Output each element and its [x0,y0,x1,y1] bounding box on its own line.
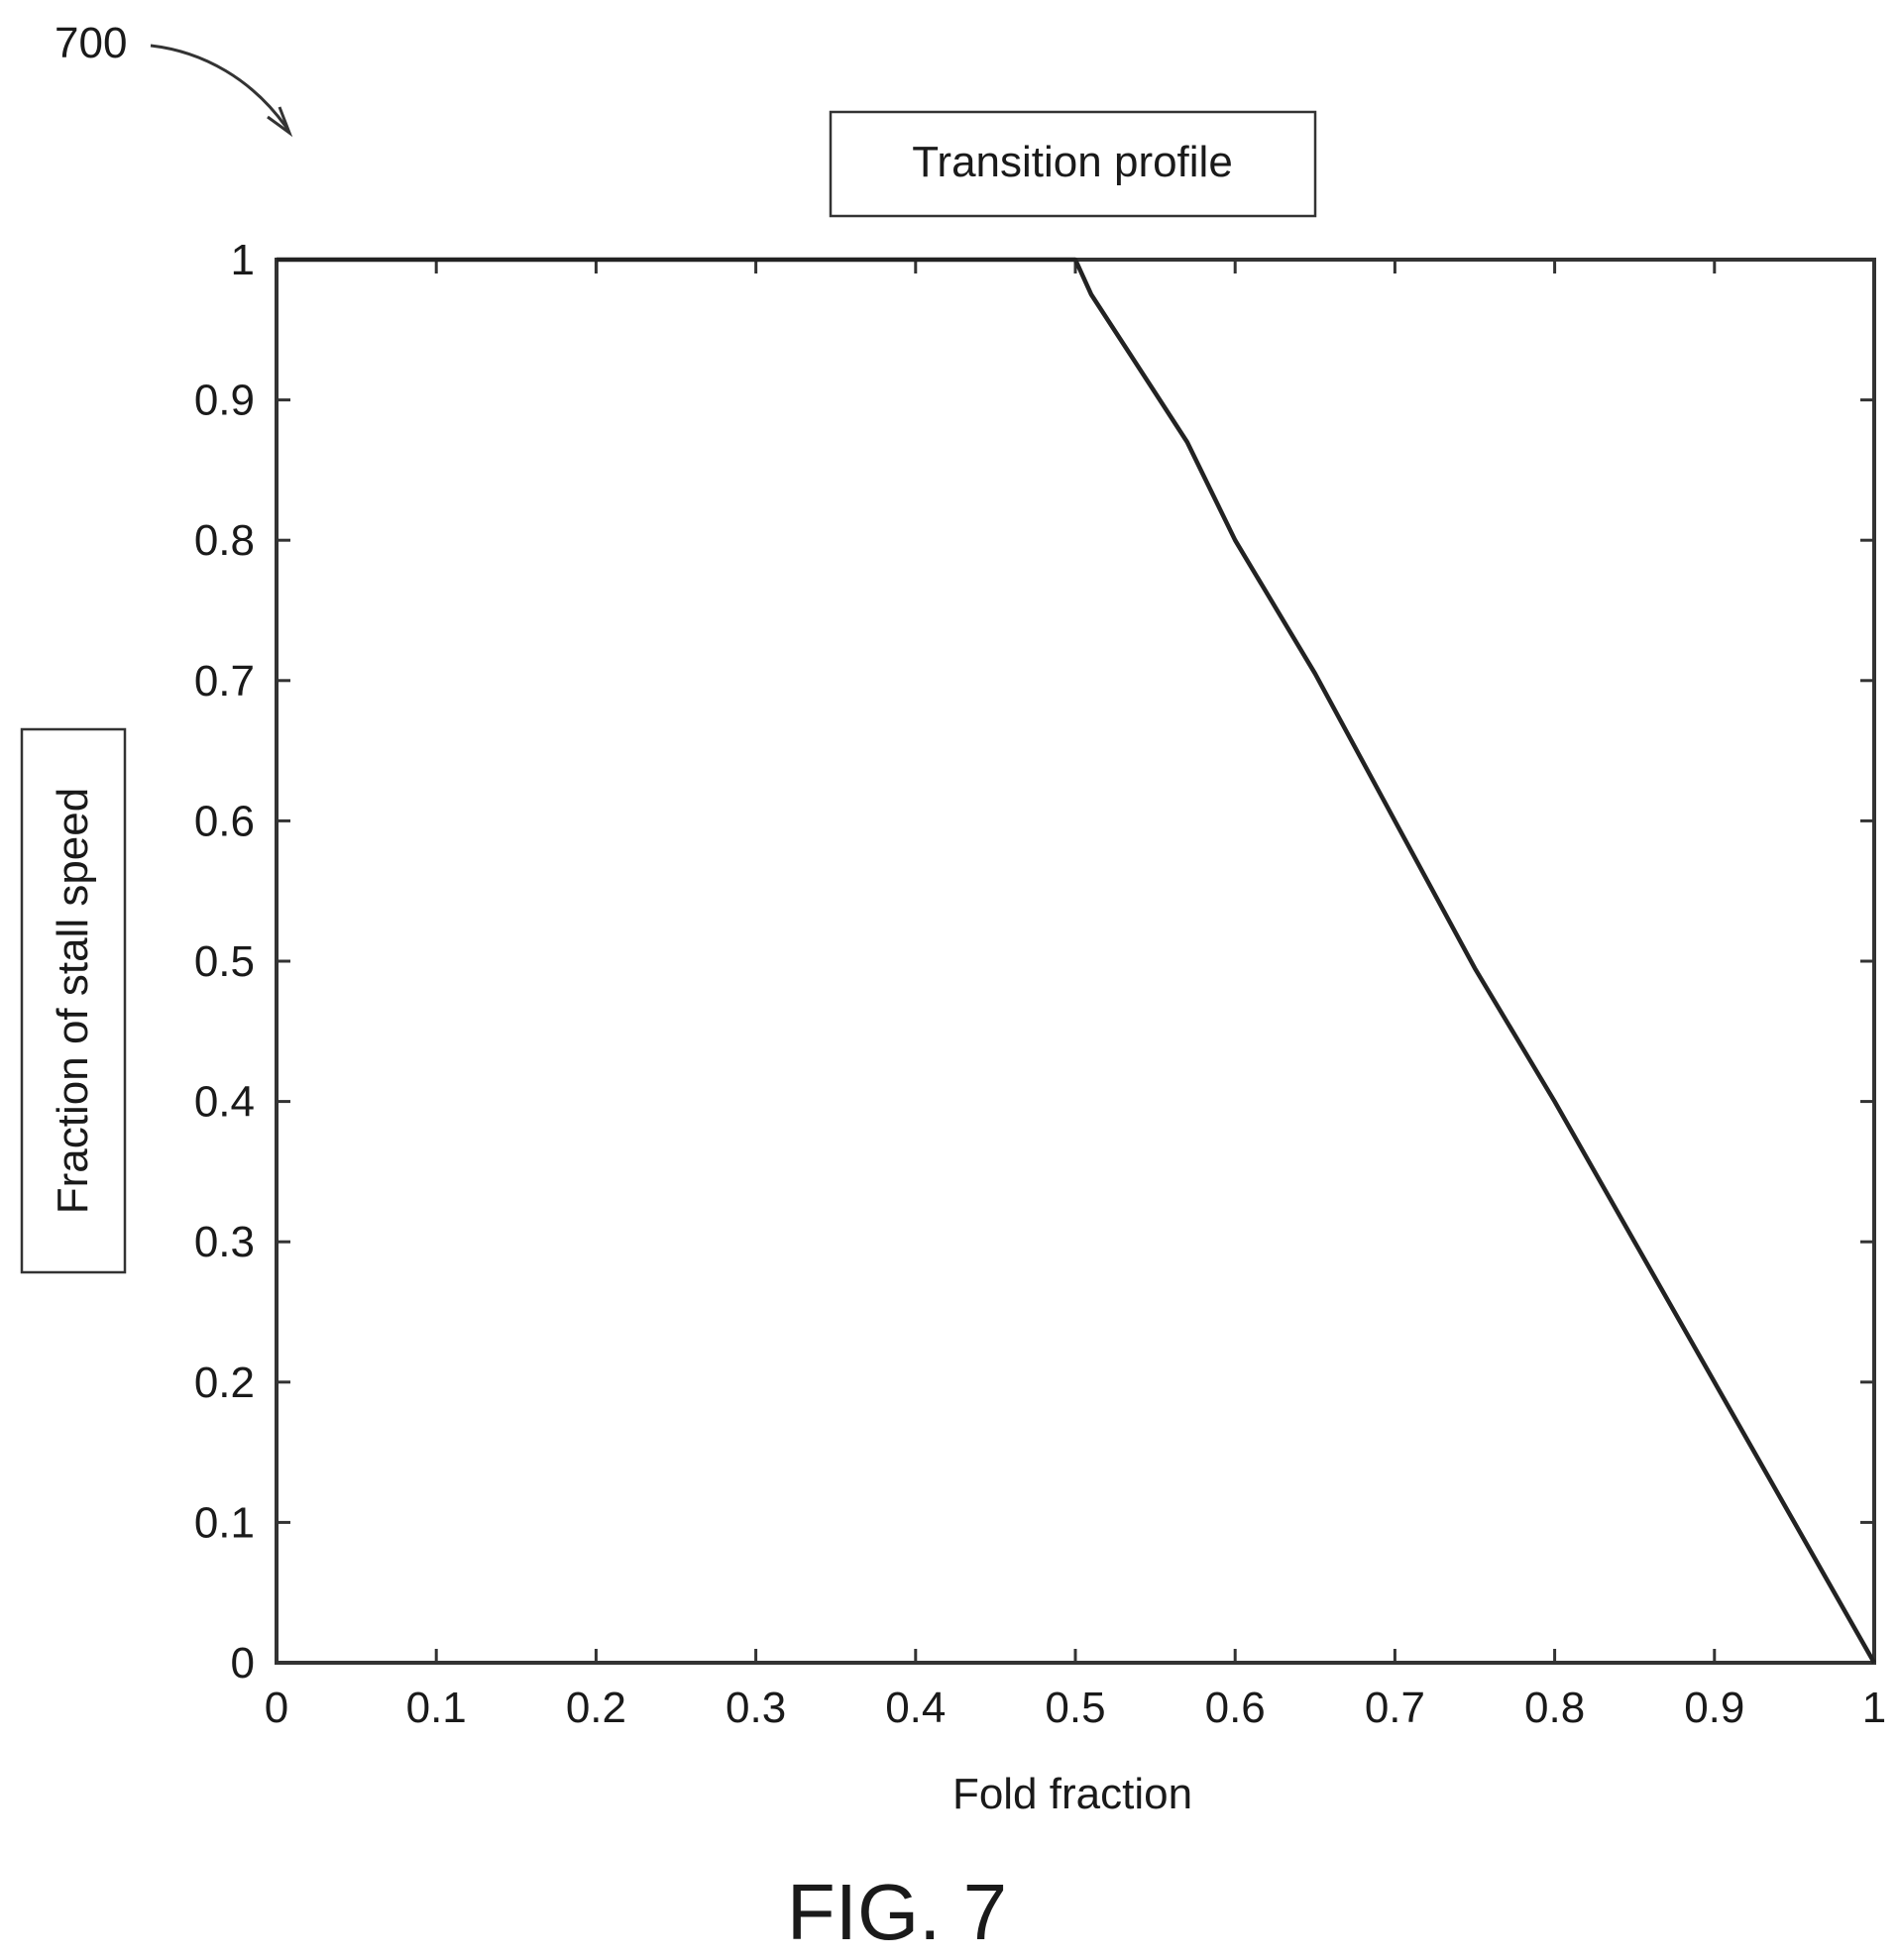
x-tick-label: 0.1 [406,1684,467,1732]
x-axis-label: Fold fraction [952,1770,1192,1818]
x-tick-label: 0.8 [1524,1684,1585,1732]
x-tick-label: 1 [1862,1684,1886,1732]
y-tick-label: 0 [231,1639,255,1688]
y-axis-label: Fraction of stall speed [49,788,97,1214]
ylabel-box [20,727,127,1274]
reference-numeral: 700 [55,19,127,67]
x-tick-label: 0.7 [1365,1684,1425,1732]
x-tick-label: 0 [265,1684,288,1732]
y-tick-label: 0.3 [194,1218,255,1266]
title-box [829,110,1317,218]
series-line [277,257,1876,1665]
x-tick-label: 0.5 [1045,1684,1105,1732]
x-tick-label: 0.6 [1205,1684,1266,1732]
y-tick-label: 0.2 [194,1359,255,1407]
plot-frame [275,258,1876,1665]
reference-arrow-line [150,44,289,130]
x-tick-label: 0.4 [885,1684,946,1732]
x-tick-label: 0.3 [726,1684,786,1732]
y-tick-label: 0.8 [194,516,255,565]
y-tick-label: 0.9 [194,377,255,425]
figure-caption: FIG. 7 [787,1868,1007,1956]
chart-title: Transition profile [912,138,1233,186]
y-tick-labels: 0 0.1 0.2 0.3 0.4 0.5 0.6 0.7 0.8 0.9 1 [194,236,255,1688]
y-tick-label: 0.7 [194,657,255,706]
y-tick-label: 0.6 [194,797,255,845]
x-tick-label: 0.9 [1684,1684,1744,1732]
x-tick-labels: 0 0.1 0.2 0.3 0.4 0.5 0.6 0.7 0.8 0.9 1 [265,1684,1886,1732]
y-tick-label: 0.4 [194,1078,255,1127]
y-tick-label: 0.1 [194,1498,255,1547]
y-tick-label: 1 [231,236,255,284]
reference-arrow-head [267,106,293,138]
ticks-group [275,258,1876,1665]
x-tick-label: 0.2 [566,1684,626,1732]
y-tick-label: 0.5 [194,937,255,986]
